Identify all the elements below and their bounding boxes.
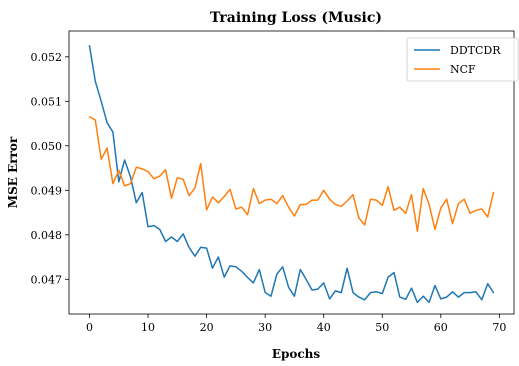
chart-title: Training Loss (Music) xyxy=(210,10,382,26)
x-tick-label: 30 xyxy=(258,321,272,334)
x-tick-label: 40 xyxy=(317,321,331,334)
y-tick-label: 0.047 xyxy=(31,273,63,286)
x-tick-label: 0 xyxy=(86,321,93,334)
x-tick-label: 20 xyxy=(200,321,214,334)
y-tick-label: 0.052 xyxy=(31,51,63,64)
plot-area xyxy=(88,44,495,304)
x-axis: 0 10 20 30 40 50 60 70 xyxy=(86,314,506,334)
x-tick-label: 60 xyxy=(434,321,448,334)
y-axis: 0.047 0.048 0.049 0.050 0.051 0.052 xyxy=(31,51,69,286)
y-tick-label: 0.050 xyxy=(31,140,63,153)
legend-box xyxy=(406,37,519,82)
y-tick-label: 0.048 xyxy=(31,229,63,242)
series-line-ncf xyxy=(88,116,495,232)
x-tick-label: 70 xyxy=(492,321,506,334)
legend-entry-ddtcdr: DDTCDR xyxy=(450,44,501,57)
x-tick-label: 10 xyxy=(141,321,155,334)
series-line-ddtcdr xyxy=(88,44,495,304)
y-axis-label: MSE Error xyxy=(6,136,20,208)
x-tick-label: 50 xyxy=(375,321,389,334)
plot-frame xyxy=(68,30,515,315)
y-tick-label: 0.049 xyxy=(31,184,63,197)
x-axis-label: Epochs xyxy=(272,347,321,361)
y-tick-label: 0.051 xyxy=(31,95,63,108)
legend-entry-ncf: NCF xyxy=(450,63,476,76)
legend: DDTCDR NCF xyxy=(406,37,519,82)
